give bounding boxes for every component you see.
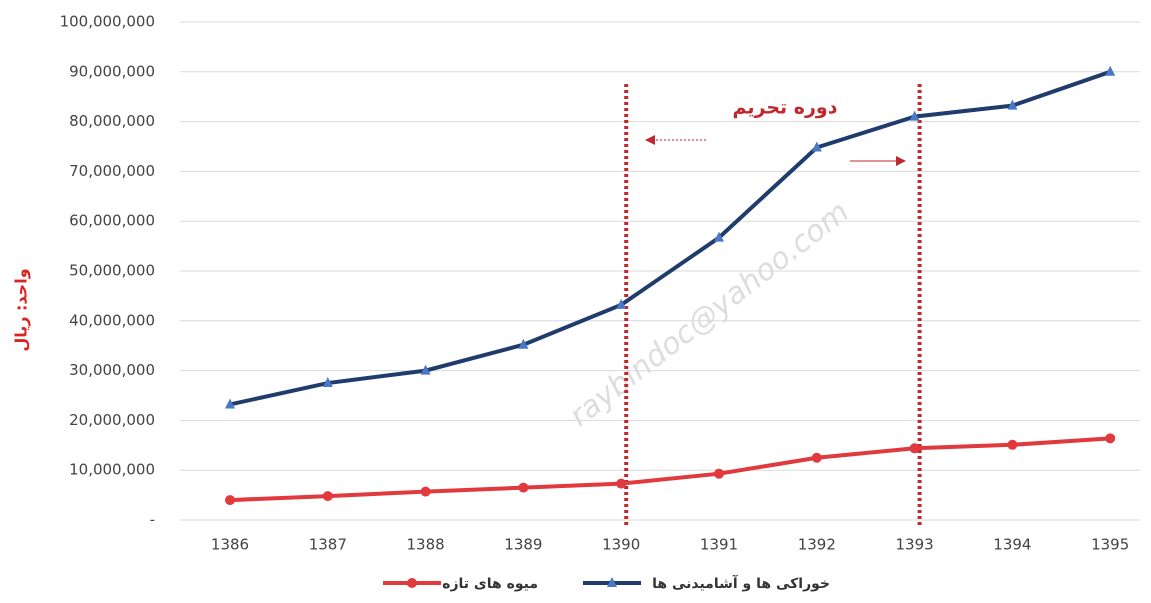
point [322, 377, 333, 388]
series-line [229, 436, 1111, 503]
point [225, 398, 235, 409]
y-tick-label: 100,000,000 [60, 13, 155, 31]
x-tick-label: 1389 [504, 536, 542, 554]
y-axis-label: واحد: ریال [12, 268, 31, 351]
point [714, 231, 724, 242]
x-tick-label: 1391 [700, 536, 738, 554]
legend-marker [607, 577, 617, 587]
point [616, 298, 627, 309]
point [420, 364, 431, 375]
y-tick-label: 10,000,000 [69, 461, 155, 479]
legend-marker [407, 578, 417, 588]
point [811, 452, 822, 463]
point [714, 468, 724, 479]
point [1105, 65, 1116, 76]
y-tick-label: 50,000,000 [69, 262, 155, 280]
x-tick-label: 1395 [1091, 536, 1129, 554]
legend-label: میوه های تازه [442, 576, 538, 592]
point [1105, 433, 1116, 444]
x-tick-label: 1387 [309, 536, 347, 554]
point [1007, 439, 1018, 450]
point [518, 482, 529, 493]
y-tick-label: - [150, 511, 155, 529]
series-line [229, 69, 1111, 407]
point [420, 486, 431, 497]
x-tick-label: 1394 [993, 536, 1031, 554]
arrow-head [645, 135, 655, 145]
point [322, 491, 333, 502]
x-tick-label: 1386 [211, 536, 249, 554]
x-tick-label: 1392 [798, 536, 836, 554]
point [1007, 99, 1018, 110]
y-tick-label: 40,000,000 [69, 311, 155, 329]
y-tick-label: 60,000,000 [69, 212, 155, 230]
x-tick-label: 1393 [896, 536, 934, 554]
point [909, 443, 920, 454]
watermark: raybindoc@yahoo.com [563, 194, 856, 434]
y-tick-label: 70,000,000 [69, 162, 155, 180]
point [909, 110, 920, 121]
legend-label: خوراکی ها و آشامیدنی ها [652, 574, 830, 592]
x-tick-label: 1388 [407, 536, 445, 554]
y-tick-label: 80,000,000 [69, 112, 155, 130]
y-tick-label: 30,000,000 [69, 361, 155, 379]
annotation-text: دوره تحریم [732, 97, 837, 119]
x-tick-label: 1390 [602, 536, 640, 554]
point [225, 495, 235, 506]
point [518, 338, 529, 349]
y-tick-label: 90,000,000 [69, 62, 155, 80]
point [811, 141, 822, 152]
point [616, 478, 627, 489]
y-tick-label: 20,000,000 [69, 411, 155, 429]
arrow-head [896, 156, 906, 166]
